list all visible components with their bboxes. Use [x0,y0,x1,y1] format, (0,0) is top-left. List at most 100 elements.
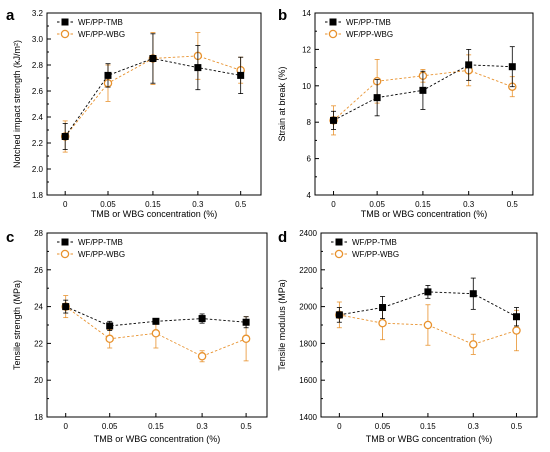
legend-marker-square [61,18,69,26]
x-tick-label: 0.3 [197,422,209,431]
y-tick-label: 28 [34,229,43,238]
legend-marker-circle [328,29,338,39]
data-point [151,329,161,338]
x-tick-label: 0.5 [507,200,519,209]
legend-marker-square [335,238,343,246]
data-point [237,71,245,79]
y-tick-label: 14 [302,9,311,18]
series-line [65,306,247,327]
y-tick-label: 2.0 [32,165,44,174]
x-axis-label: TMB or WBG concentration (%) [361,209,488,219]
data-point [424,288,432,296]
y-tick-label: 1400 [299,413,317,422]
series-tmb [61,33,245,150]
y-tick-label: 2.8 [32,61,44,70]
y-tick-label: 2.2 [32,139,44,148]
y-tick-label: 10 [302,82,311,91]
data-point [330,116,338,124]
x-tick-label: 0.5 [241,422,253,431]
legend-label-tmb: WF/PP-TMB [78,18,123,27]
data-point [152,317,160,325]
x-tick-label: 0.3 [468,422,480,431]
x-tick-label: 0 [331,200,336,209]
y-tick-label: 1800 [299,339,317,348]
legend-marker-circle [334,249,344,259]
data-point [149,55,157,62]
panel-d: d 1400 1600 1800 2000 2200 2400 0 0.05 0.15 0.3 0.5… [277,229,538,444]
x-tick-label: 0.05 [369,200,385,209]
y-tick-label: 8 [307,118,312,127]
data-point [335,311,343,319]
x-tick-label: 0.05 [375,422,391,431]
data-point [469,290,477,298]
x-axis-label: TMB or WBG concentration (%) [94,434,221,444]
series-wbg [61,295,251,363]
x-tick-label: 0.15 [148,422,164,431]
series-tmb [335,277,520,327]
plot-frame [314,12,534,196]
x-tick-label: 0.05 [100,200,116,209]
legend: WF/PP-TMB WF/PP-WBG [325,18,393,39]
y-tick-label: 24 [34,303,43,312]
y-tick-label: 20 [34,376,43,385]
plot-frame [46,12,262,196]
panel-letter: b [278,7,287,24]
data-point [198,315,206,323]
x-tick-label: 0.3 [192,200,204,209]
x-axis-label: TMB or WBG concentration (%) [91,209,218,219]
series-wbg [335,301,521,355]
data-point [62,303,70,311]
x-tick-label: 0.5 [511,422,523,431]
legend-label-wbg: WF/PP-WBG [78,250,125,259]
y-axis-label: Tensile strength (MPa) [12,280,22,370]
y-tick-label: 2400 [299,229,317,238]
data-point [508,63,516,71]
x-tick-label: 0.15 [420,422,436,431]
x-tick-label: 0.05 [102,422,118,431]
y-tick-label: 4 [307,191,312,200]
y-axis-label: Tensile modulus (MPa) [277,279,287,371]
data-point [512,313,520,321]
data-point [465,61,473,69]
legend: WF/PP-TMB WF/PP-WBG [57,238,125,259]
y-tick-label: 26 [34,266,43,275]
panel-letter: c [6,229,14,246]
y-tick-label: 6 [307,155,312,164]
data-point [194,64,202,72]
legend-label-tmb: WF/PP-TMB [78,238,123,247]
legend: WF/PP-TMB WF/PP-WBG [57,18,125,39]
x-axis-label: TMB or WBG concentration (%) [366,434,493,444]
x-tick-label: 0.3 [463,200,475,209]
y-axis-label: Notched impact strength (kJ/m²) [12,40,22,168]
data-point [423,320,433,330]
y-tick-label: 2.6 [32,87,44,96]
legend-label-tmb: WF/PP-TMB [346,18,391,27]
legend-marker-circle [60,29,70,39]
plot-frame [46,232,268,418]
legend-marker-circle [60,249,70,259]
data-point [104,71,112,79]
legend-label-wbg: WF/PP-WBG [352,250,399,259]
panel-letter: a [6,7,15,24]
y-axis-label: Strain at break (%) [277,66,287,141]
data-point [379,304,387,312]
legend-marker-square [61,238,69,246]
data-point [469,340,478,349]
legend-label-wbg: WF/PP-WBG [346,30,393,39]
y-tick-label: 1600 [299,376,317,385]
y-tick-label: 12 [302,45,311,54]
y-tick-label: 18 [34,413,43,422]
data-point [61,133,69,140]
data-point [197,352,207,361]
panel-letter: d [278,229,287,246]
data-point [241,334,251,344]
panel-b: b 4 6 8 10 12 14 0 0.05 0.15 0.3 0.5 TMB or WBG conc… [277,7,534,219]
panel-a: a 1.8 2.0 2.2 2.4 2.6 2.8 3.0 3.2 0 0.05 0.15 0.3 0.5… [6,7,262,219]
y-tick-label: 1.8 [32,191,44,200]
legend: WF/PP-TMB WF/PP-WBG [331,238,399,259]
panel-c: c 18 20 22 24 26 28 0 0.05 0.15 0.3 0.5 TMB or WBG c… [6,229,268,444]
series-tmb [330,46,516,130]
series-line [64,55,241,137]
x-tick-label: 0.5 [235,200,247,209]
